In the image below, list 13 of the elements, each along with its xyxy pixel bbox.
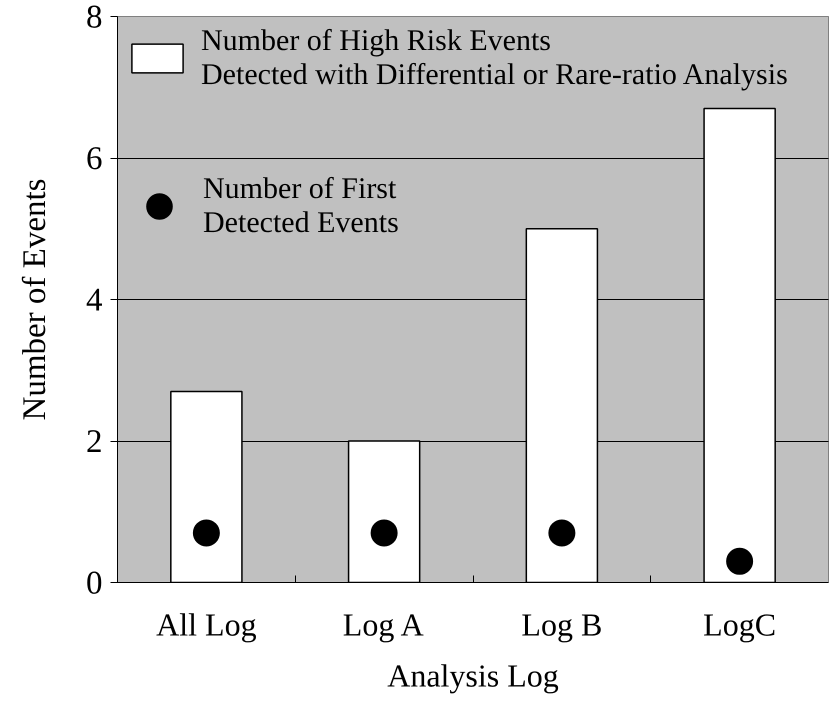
y-tick-label: 6 (86, 141, 102, 177)
x-axis-title: Analysis Log (387, 658, 559, 694)
y-axis-title: Number of Events (17, 178, 53, 420)
legend-label: Number of High Risk Events Detected with Differential or Rare-ratio Analysis (201, 24, 788, 92)
y-tick-label: 4 (86, 282, 102, 318)
y-tick-label: 2 (86, 424, 102, 460)
y-tick-label: 8 (86, 0, 102, 36)
x-tick-label: LogC (703, 606, 776, 642)
x-tick-label: Log A (342, 606, 424, 642)
y-tick-label: 0 (86, 566, 102, 602)
x-tick-label: All Log (156, 606, 257, 642)
x-tick-label: Log B (521, 606, 602, 642)
legend-label: Number of First Detected Events (203, 172, 399, 240)
